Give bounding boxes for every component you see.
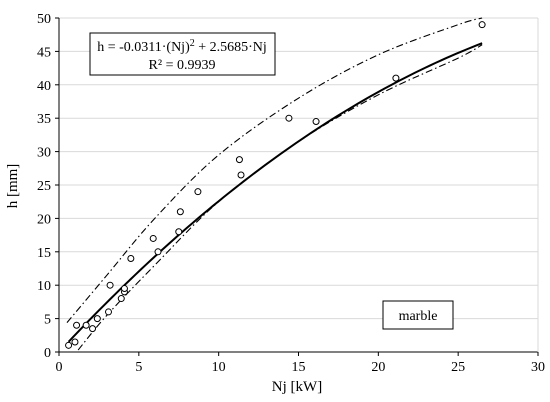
y-tick-label-4: 20: [37, 212, 51, 227]
material-label: marble: [399, 309, 438, 324]
fit-curve: [67, 42, 483, 343]
data-point-22: [478, 21, 486, 29]
x-axis-title: Nj [kW]: [272, 379, 322, 395]
y-tick-label-5: 25: [37, 179, 51, 194]
data-points: [65, 21, 486, 349]
data-point-21: [392, 74, 400, 82]
data-point-8: [117, 295, 125, 303]
y-tick-label-1: 5: [44, 313, 51, 328]
data-point-4: [89, 325, 97, 333]
data-point-3: [82, 321, 90, 329]
data-point-2: [73, 321, 81, 329]
x-tick-label-2: 10: [212, 360, 226, 375]
data-point-14: [175, 228, 183, 236]
equation-box-frame: [89, 32, 276, 76]
data-point-10: [120, 285, 128, 293]
fit-equation-exponent: 2: [190, 38, 195, 49]
material-legend-box: marble: [382, 300, 454, 330]
confidence-bands: [66, 17, 483, 351]
y-tick-label-8: 40: [37, 79, 51, 94]
data-point-12: [149, 234, 157, 242]
y-tick-label-2: 10: [37, 279, 51, 294]
r-squared-label: R² = 0.9939: [149, 58, 216, 73]
y-tick-label-10: 50: [37, 12, 51, 27]
upper-band-line: [66, 17, 483, 323]
x-tick-label-5: 25: [451, 360, 465, 375]
x-tick-label-3: 15: [292, 360, 306, 375]
data-point-7: [106, 281, 114, 289]
equation-box: h = -0.0311·(Nj)2 + 2.5685·Nj R² = 0.993…: [89, 32, 276, 76]
x-tick-label-4: 20: [371, 360, 385, 375]
data-point-17: [235, 156, 243, 164]
y-tick-label-3: 15: [37, 246, 51, 261]
x-tick-label-6: 30: [531, 360, 545, 375]
x-tick-label-0: 0: [56, 360, 63, 375]
material-legend-frame: [382, 300, 454, 330]
x-tick-labels: 0 5 10 15 20 25 30: [56, 352, 545, 375]
fit-curve-group: [67, 42, 483, 343]
y-tick-label-7: 35: [37, 112, 51, 127]
y-tick-label-6: 30: [37, 146, 51, 161]
data-point-6: [104, 308, 112, 316]
data-point-5: [93, 315, 101, 323]
data-point-18: [237, 171, 245, 179]
data-point-11: [127, 254, 135, 262]
data-point-0: [65, 341, 73, 349]
y-tick-labels: 0 5 10 15 20 25 30 35 40 45 50: [37, 12, 59, 361]
fit-equation-rhs: + 2.5685·Nj: [195, 40, 267, 55]
data-point-19: [285, 114, 293, 122]
data-point-16: [194, 188, 202, 196]
fit-equation-lhs: h = -0.0311·(Nj): [97, 40, 190, 55]
data-point-1: [71, 338, 79, 346]
x-tick-label-1: 5: [135, 360, 142, 375]
data-point-20: [312, 118, 320, 126]
data-point-15: [176, 208, 184, 216]
fit-equation: h = -0.0311·(Nj)2 + 2.5685·Nj: [97, 38, 267, 55]
data-point-13: [154, 248, 162, 256]
lower-band-line: [77, 44, 483, 351]
y-tick-label-9: 45: [37, 45, 51, 60]
gridlines: [59, 17, 538, 353]
y-tick-label-0: 0: [44, 346, 51, 361]
y-axis-title: h [mm]: [5, 164, 21, 209]
